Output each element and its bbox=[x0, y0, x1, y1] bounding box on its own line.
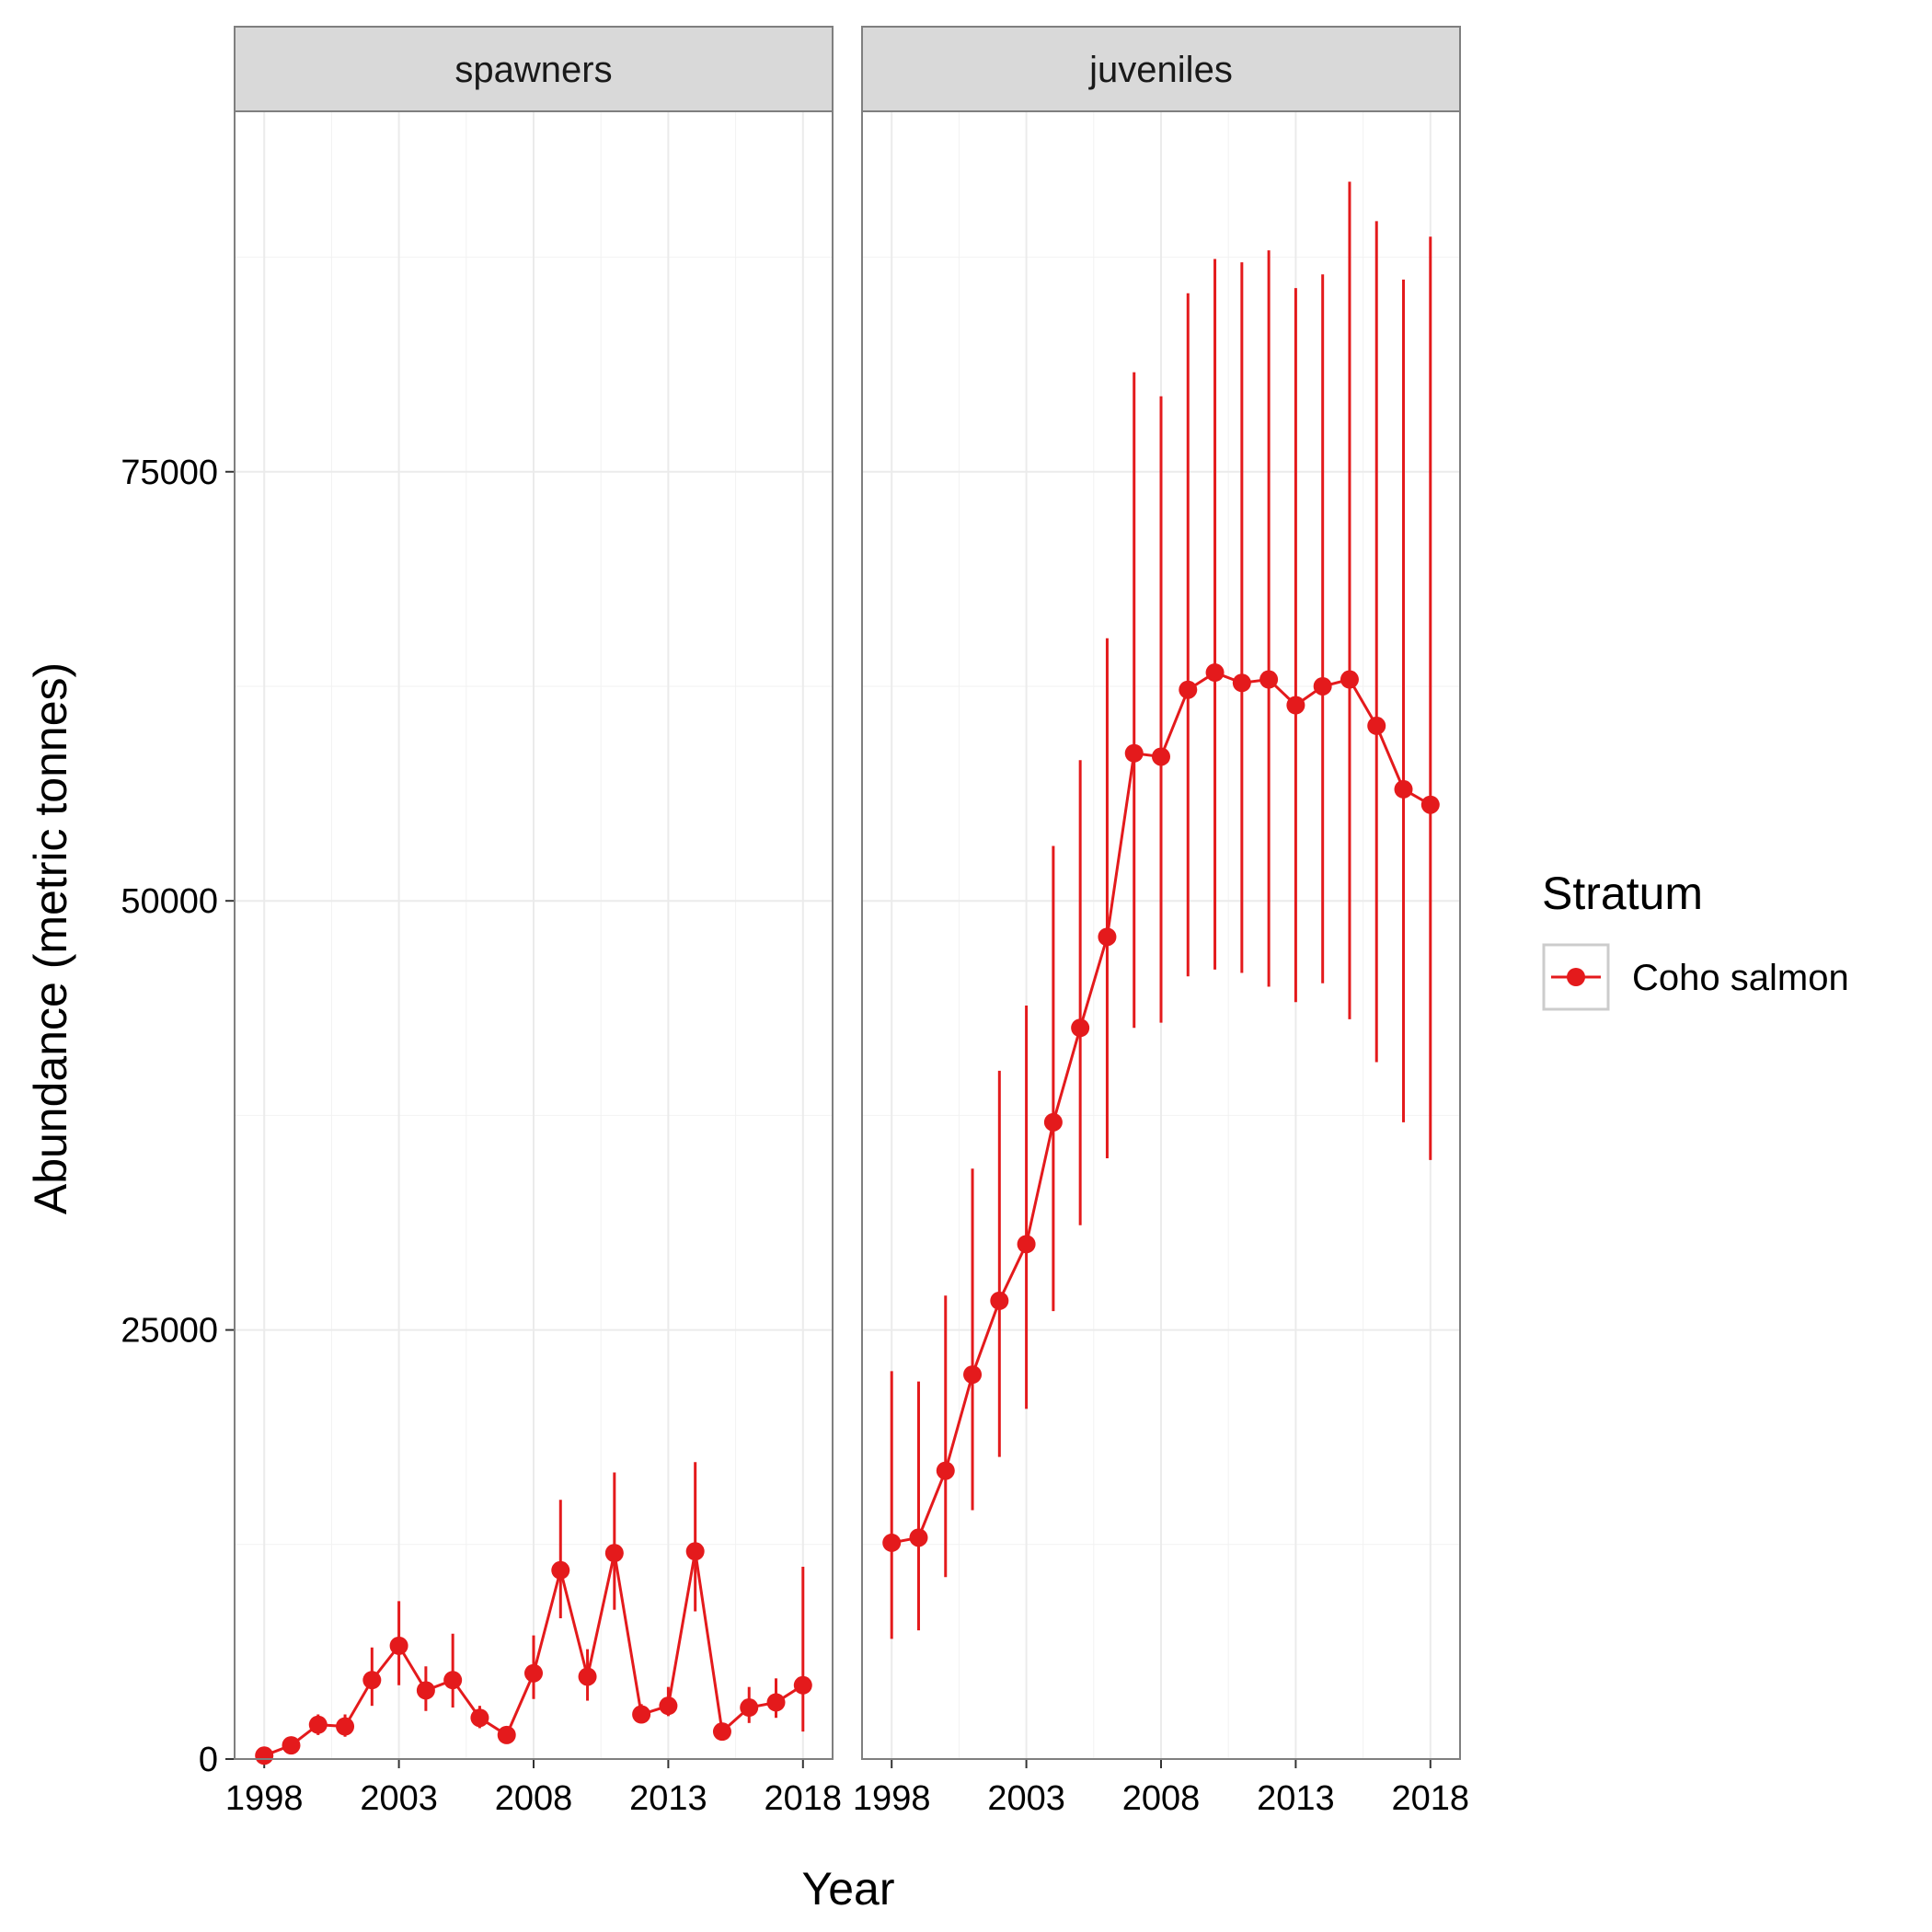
y-tick-label: 0 bbox=[199, 1741, 218, 1779]
data-point bbox=[1259, 670, 1279, 689]
data-point bbox=[936, 1461, 955, 1480]
y-tick-label: 25000 bbox=[121, 1312, 218, 1351]
data-point bbox=[604, 1544, 624, 1563]
data-point bbox=[416, 1681, 435, 1700]
legend-entry-label: Coho salmon bbox=[1632, 958, 1849, 998]
data-point bbox=[1313, 676, 1332, 696]
x-tick-label: 2003 bbox=[987, 1779, 1065, 1818]
x-tick-label: 1998 bbox=[853, 1779, 931, 1818]
data-point bbox=[1205, 663, 1225, 683]
data-point bbox=[497, 1725, 516, 1744]
legend: Stratum Coho salmon bbox=[1542, 868, 1849, 1011]
strip-label: juveniles bbox=[1088, 50, 1233, 90]
data-point bbox=[443, 1671, 463, 1690]
data-point bbox=[362, 1671, 382, 1690]
data-point bbox=[1286, 696, 1305, 715]
panel-border bbox=[234, 110, 834, 1760]
data-point bbox=[1098, 927, 1117, 947]
strip-spawners bbox=[234, 26, 834, 112]
data-point bbox=[685, 1542, 705, 1561]
data-point bbox=[766, 1693, 786, 1712]
x-tick-label: 2018 bbox=[1392, 1779, 1470, 1818]
data-point bbox=[282, 1736, 301, 1755]
panel-juveniles: juveniles 1998 2003 2008 2013 2018 bbox=[853, 26, 1470, 1818]
strip-label: spawners bbox=[454, 50, 612, 90]
panels-group: spawners 1998 2003 2008 2013 2018 0 25000 50000 7… bbox=[121, 26, 1470, 1818]
data-point bbox=[1071, 1018, 1090, 1038]
data-point bbox=[659, 1696, 678, 1716]
x-tick-label: 2013 bbox=[629, 1779, 707, 1818]
y-axis-title: Abundance (metric tonnes) bbox=[25, 662, 76, 1214]
x-axis-title: Year bbox=[801, 1863, 894, 1915]
data-point bbox=[990, 1291, 1009, 1310]
x-tick-label: 2013 bbox=[1257, 1779, 1335, 1818]
data-point bbox=[1179, 680, 1198, 699]
x-tick-label: 2008 bbox=[495, 1779, 573, 1818]
data-point bbox=[909, 1528, 928, 1547]
data-point bbox=[882, 1533, 902, 1552]
data-point bbox=[1152, 747, 1170, 766]
y-tick-label: 50000 bbox=[121, 882, 218, 921]
x-tick-label: 1998 bbox=[225, 1779, 304, 1818]
data-point bbox=[1367, 716, 1386, 735]
strip-juveniles bbox=[861, 26, 1461, 112]
data-point bbox=[578, 1667, 597, 1686]
data-point bbox=[632, 1705, 651, 1724]
x-tick-label: 2018 bbox=[765, 1779, 843, 1818]
data-point bbox=[1232, 673, 1251, 693]
data-point bbox=[1124, 743, 1144, 763]
data-point bbox=[551, 1560, 570, 1580]
data-point bbox=[963, 1365, 983, 1385]
data-point bbox=[524, 1663, 543, 1683]
data-point bbox=[712, 1722, 731, 1742]
data-point bbox=[740, 1698, 759, 1718]
panel-spawners: spawners 1998 2003 2008 2013 2018 0 25000 50000 7… bbox=[121, 26, 843, 1818]
x-tick-label: 2008 bbox=[1122, 1779, 1201, 1818]
data-point bbox=[1394, 779, 1413, 799]
panel-border bbox=[861, 110, 1461, 1760]
data-point bbox=[255, 1746, 274, 1765]
data-point bbox=[1340, 670, 1359, 689]
data-point bbox=[389, 1636, 408, 1655]
legend-key-marker bbox=[1567, 968, 1585, 986]
data-point bbox=[336, 1717, 355, 1736]
data-point bbox=[793, 1675, 812, 1695]
x-tick-label: 2003 bbox=[360, 1779, 438, 1818]
series-coho-salmon bbox=[882, 181, 1440, 1639]
series-coho-salmon bbox=[255, 1462, 812, 1765]
data-point bbox=[1043, 1112, 1063, 1132]
y-tick-label: 75000 bbox=[121, 454, 218, 492]
data-point bbox=[308, 1715, 328, 1734]
data-point bbox=[1420, 795, 1440, 814]
data-point bbox=[470, 1708, 489, 1728]
legend-title: Stratum bbox=[1542, 868, 1703, 919]
data-point bbox=[1017, 1235, 1036, 1254]
